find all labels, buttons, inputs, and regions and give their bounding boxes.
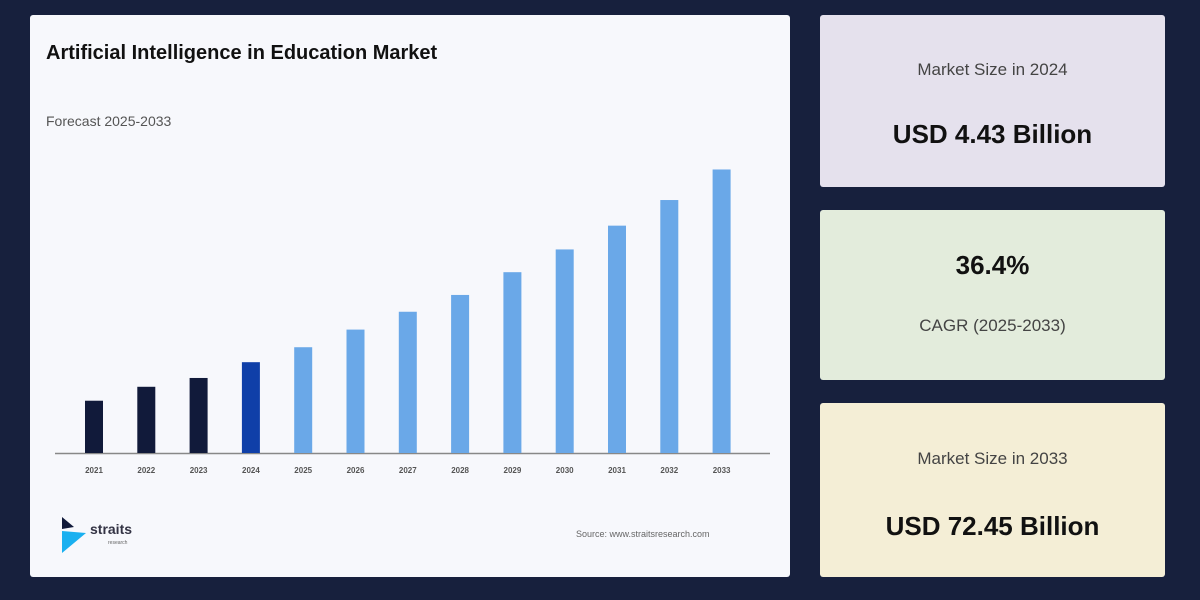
bar-2022 xyxy=(137,386,156,453)
bar-2026 xyxy=(346,329,365,453)
card-label: Market Size in 2024 xyxy=(917,60,1068,79)
x-tick-label: 2028 xyxy=(451,466,469,475)
bar-2031 xyxy=(608,225,626,453)
x-tick-label: 2032 xyxy=(660,466,678,475)
card-label: Market Size in 2033 xyxy=(917,449,1068,468)
x-tick-label: 2030 xyxy=(556,466,574,475)
bar-2025 xyxy=(294,347,313,453)
bar-chart: 2021 2022 2023 2024 2025 2026 2027 2028 2029 2030… xyxy=(55,169,770,475)
bar-2028 xyxy=(451,294,470,453)
bar-2023 xyxy=(189,377,208,453)
logo-subtext: research xyxy=(108,540,128,546)
bar-2030 xyxy=(555,249,574,453)
bar-2021 xyxy=(85,400,103,453)
x-tick-label: 2033 xyxy=(713,466,731,475)
chart-title: Artificial Intelligence in Education Mar… xyxy=(46,42,438,64)
x-tick-label: 2027 xyxy=(399,466,417,475)
card-market-size-2033: Market Size in 2033 USD 72.45 Billion xyxy=(820,403,1165,577)
bar-2027 xyxy=(398,311,417,453)
x-tick-label: 2024 xyxy=(242,466,260,475)
x-tick-label: 2025 xyxy=(294,466,312,475)
x-tick-label: 2023 xyxy=(190,466,208,475)
card-cagr: 36.4% CAGR (2025-2033) xyxy=(820,210,1165,380)
x-tick-label: 2026 xyxy=(347,466,365,475)
straits-logo-icon xyxy=(62,517,86,553)
x-tick-label: 2029 xyxy=(504,466,522,475)
bar-2024 xyxy=(241,362,260,453)
card-market-size-2024: Market Size in 2024 USD 4.43 Billion xyxy=(820,15,1165,187)
x-tick-label: 2031 xyxy=(608,466,626,475)
source-text: Source: www.straitsresearch.com xyxy=(576,529,710,539)
card-value: USD 72.45 Billion xyxy=(885,511,1100,541)
x-tick-label: 2022 xyxy=(137,466,155,475)
logo-text: straits xyxy=(90,521,133,537)
bar-2032 xyxy=(660,200,679,453)
x-tick-label: 2021 xyxy=(85,466,103,475)
chart-panel: Artificial Intelligence in Education Mar… xyxy=(30,15,790,577)
bar-2033 xyxy=(712,169,731,454)
card-value: USD 4.43 Billion xyxy=(892,119,1093,149)
card-label: CAGR (2025-2033) xyxy=(919,316,1066,335)
bar-2029 xyxy=(503,272,522,453)
card-value: 36.4% xyxy=(955,250,1030,280)
chart-subtitle: Forecast 2025-2033 xyxy=(46,113,172,129)
